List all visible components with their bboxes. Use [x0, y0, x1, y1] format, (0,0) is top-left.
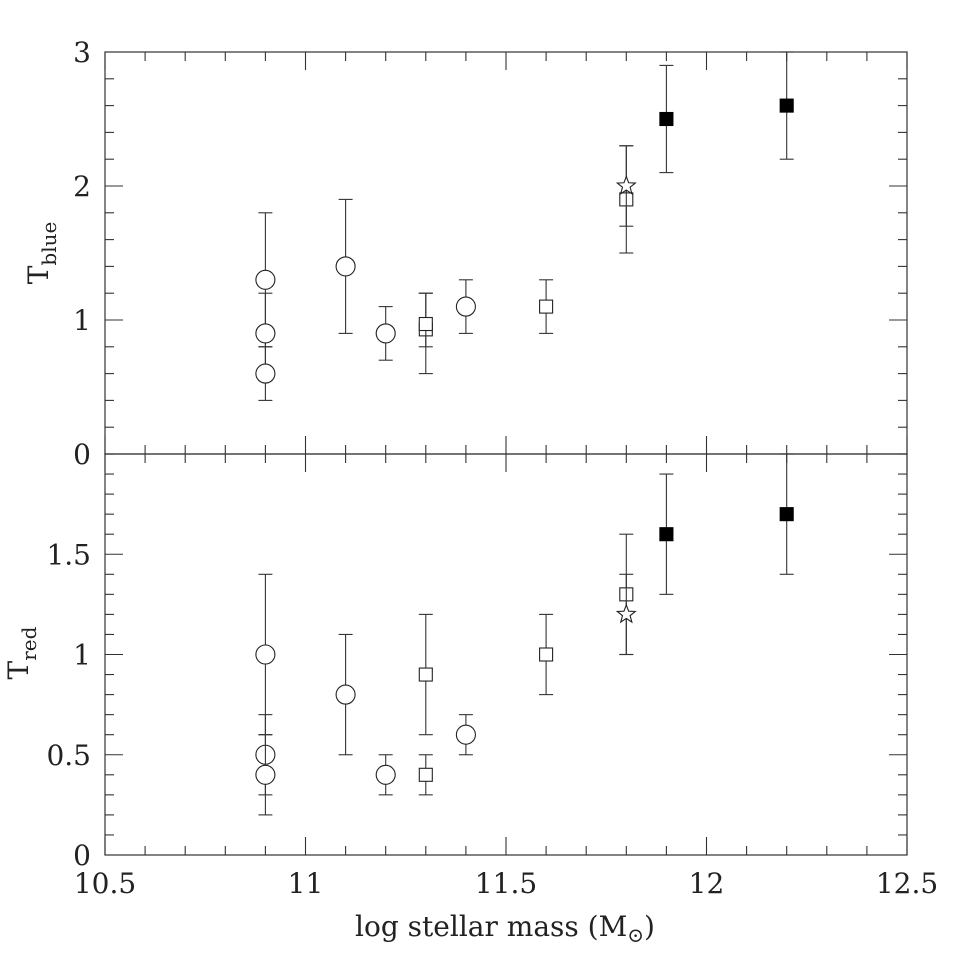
y-tick-label: 0.5: [46, 739, 91, 772]
data-point-circle: [335, 256, 356, 277]
data-point-filled-square: [779, 98, 794, 113]
data-point-circle: [255, 764, 276, 785]
data-point-square: [418, 316, 433, 332]
data-point-filled-square: [659, 527, 674, 542]
x-tick-label: 12: [689, 867, 725, 900]
bottom-panel: 00.511.510.5 11 11.5 12 12.5: [46, 453, 938, 900]
data-point-circle: [335, 684, 356, 705]
y-tick-label: 2: [73, 170, 91, 203]
data-point-square: [539, 299, 554, 314]
x-tick-label: 11: [288, 867, 324, 900]
top-ylabel: Tblue: [22, 222, 61, 285]
data-point-circle: [375, 764, 396, 785]
y-tick-label: 0: [73, 438, 91, 471]
data-point-star: [615, 603, 637, 624]
data-point-circle: [375, 323, 396, 344]
data-point-circle: [255, 644, 276, 665]
data-point-square: [539, 647, 554, 662]
data-point-circle: [455, 724, 476, 745]
data-point-filled-square: [779, 507, 794, 522]
y-tick-label: 1: [73, 304, 91, 337]
data-point-square: [418, 767, 433, 782]
data-point-square: [418, 667, 433, 682]
x-tick-label: 11.5: [475, 867, 537, 900]
y-tick-label: 0: [73, 839, 91, 872]
data-point-filled-square: [659, 111, 674, 127]
data-point-star: [615, 174, 637, 195]
bottom-ylabel: Tred: [2, 626, 41, 679]
data-point-circle: [255, 269, 276, 290]
y-tick-label: 1: [73, 639, 91, 672]
y-tick-label: 3: [73, 36, 91, 69]
x-tick-label: 12.5: [876, 867, 938, 900]
data-point-circle: [455, 296, 476, 317]
data-point-circle: [255, 323, 276, 344]
svg-text:log stellar mass (M⊙): log stellar mass (M⊙): [355, 910, 655, 947]
top-panel: 0 1 2 3: [73, 36, 908, 471]
x-axis-label: log stellar mass (M⊙): [355, 910, 655, 947]
data-point-circle: [255, 363, 276, 384]
y-tick-label: 1.5: [46, 538, 91, 571]
x-tick-label: 10.5: [74, 867, 136, 900]
